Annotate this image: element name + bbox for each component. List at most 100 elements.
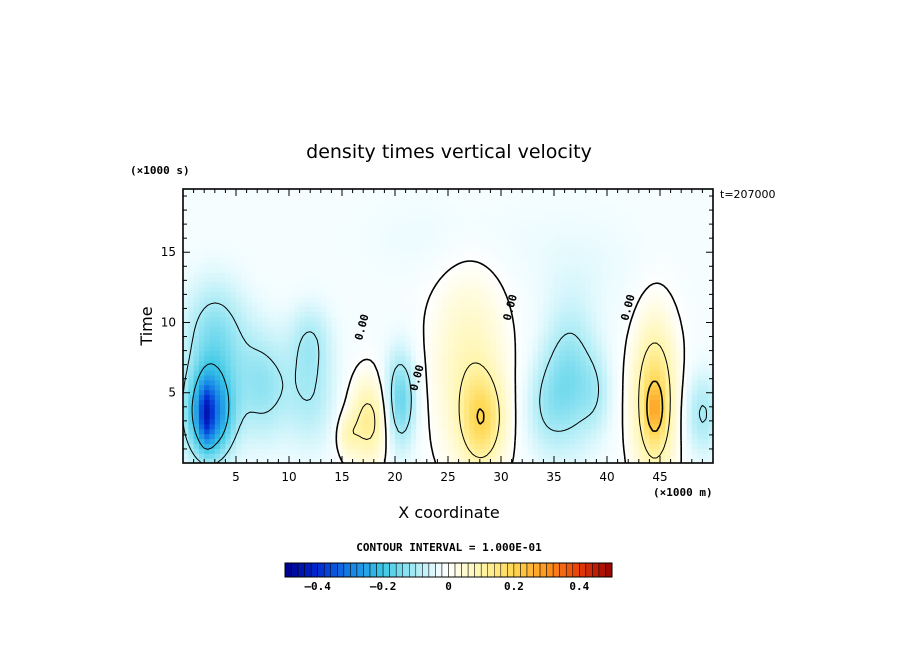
- heatmap-cell: [426, 218, 433, 224]
- heatmap-cell: [495, 360, 502, 366]
- heatmap-cell: [352, 223, 359, 229]
- heatmap-cell: [267, 233, 274, 239]
- heatmap-cell: [198, 208, 205, 215]
- heatmap-cell: [373, 345, 380, 352]
- heatmap-cell: [368, 237, 375, 244]
- heatmap-cell: [628, 311, 635, 317]
- heatmap-cell: [416, 340, 423, 347]
- heatmap-cell: [278, 365, 285, 371]
- heatmap-cell: [304, 189, 311, 195]
- heatmap-cell: [363, 281, 370, 288]
- heatmap-cell: [580, 374, 587, 381]
- heatmap-cell: [601, 223, 608, 229]
- heatmap-cell: [257, 360, 264, 366]
- heatmap-cell: [585, 316, 592, 322]
- heatmap-cell: [225, 423, 232, 430]
- heatmap-cell: [554, 365, 560, 371]
- heatmap-cell: [352, 370, 359, 376]
- heatmap-cell: [246, 223, 253, 229]
- heatmap-cell: [516, 247, 523, 254]
- heatmap-cell: [315, 399, 322, 405]
- heatmap-cell: [437, 242, 444, 249]
- heatmap-cell: [506, 326, 513, 332]
- heatmap-cell: [188, 286, 195, 293]
- heatmap-cell: [490, 458, 497, 463]
- heatmap-cell: [363, 237, 370, 244]
- heatmap-cell: [426, 301, 433, 308]
- heatmap-cell: [448, 267, 454, 273]
- heatmap-cell: [384, 262, 391, 268]
- heatmap-cell: [474, 223, 481, 229]
- heatmap-cell: [241, 286, 248, 293]
- heatmap-cell: [485, 291, 491, 298]
- heatmap-cell: [368, 458, 375, 463]
- heatmap-cell: [299, 404, 306, 410]
- heatmap-cell: [230, 389, 237, 396]
- heatmap-cell: [204, 414, 211, 420]
- heatmap-cell: [596, 286, 603, 293]
- heatmap-cell: [448, 448, 454, 454]
- heatmap-cell: [278, 321, 285, 327]
- heatmap-cell: [638, 247, 645, 254]
- heatmap-cell: [320, 189, 327, 195]
- heatmap-cell: [463, 423, 470, 430]
- heatmap-cell: [479, 414, 486, 420]
- heatmap-cell: [458, 365, 465, 371]
- heatmap-cell: [225, 193, 232, 200]
- heatmap-cell: [198, 193, 205, 200]
- heatmap-cell: [495, 355, 502, 361]
- heatmap-cell: [299, 433, 306, 440]
- heatmap-cell: [289, 267, 295, 273]
- heatmap-cell: [342, 223, 348, 229]
- heatmap-cell: [490, 272, 497, 278]
- heatmap-cell: [633, 389, 640, 396]
- heatmap-cell: [273, 379, 279, 386]
- heatmap-cell: [273, 321, 279, 327]
- heatmap-cell: [495, 213, 502, 219]
- heatmap-cell: [315, 306, 322, 312]
- heatmap-cell: [628, 360, 635, 366]
- heatmap-cell: [289, 389, 295, 396]
- heatmap-cell: [575, 223, 582, 229]
- heatmap-cell: [241, 326, 248, 332]
- heatmap-cell: [267, 228, 274, 234]
- heatmap-cell: [426, 189, 433, 195]
- heatmap-cell: [575, 272, 582, 278]
- heatmap-cell: [384, 272, 391, 278]
- heatmap-cell: [538, 237, 544, 244]
- heatmap-cell: [410, 423, 417, 430]
- heatmap-cell: [426, 262, 433, 268]
- heatmap-cell: [469, 203, 476, 210]
- heatmap-cell: [331, 281, 338, 288]
- heatmap-cell: [368, 370, 375, 376]
- heatmap-cell: [246, 379, 253, 386]
- heatmap-cell: [400, 335, 407, 342]
- heatmap-cell: [463, 365, 470, 371]
- heatmap-cell: [612, 340, 619, 347]
- heatmap-cell: [495, 374, 502, 381]
- heatmap-cell: [469, 350, 476, 356]
- heatmap-cell: [204, 453, 211, 459]
- heatmap-cell: [569, 257, 576, 263]
- heatmap-cell: [204, 326, 211, 332]
- heatmap-cell: [262, 340, 269, 347]
- heatmap-cell: [654, 443, 661, 449]
- heatmap-cell: [209, 237, 216, 244]
- heatmap-cell: [294, 272, 301, 278]
- heatmap-cell: [299, 262, 306, 268]
- heatmap-cell: [204, 228, 211, 234]
- heatmap-cell: [644, 247, 650, 254]
- heatmap-cell: [437, 384, 444, 391]
- heatmap-cell: [241, 399, 248, 405]
- heatmap-cell: [379, 433, 385, 440]
- heatmap-cell: [538, 242, 544, 249]
- heatmap-cell: [336, 247, 343, 254]
- heatmap-cell: [421, 189, 428, 195]
- heatmap-cell: [183, 262, 189, 268]
- heatmap-cell: [363, 321, 370, 327]
- heatmap-cell: [320, 414, 327, 420]
- heatmap-cell: [193, 394, 200, 400]
- heatmap-cell: [214, 428, 221, 435]
- heatmap-cell: [363, 272, 370, 278]
- heatmap-cell: [384, 257, 391, 263]
